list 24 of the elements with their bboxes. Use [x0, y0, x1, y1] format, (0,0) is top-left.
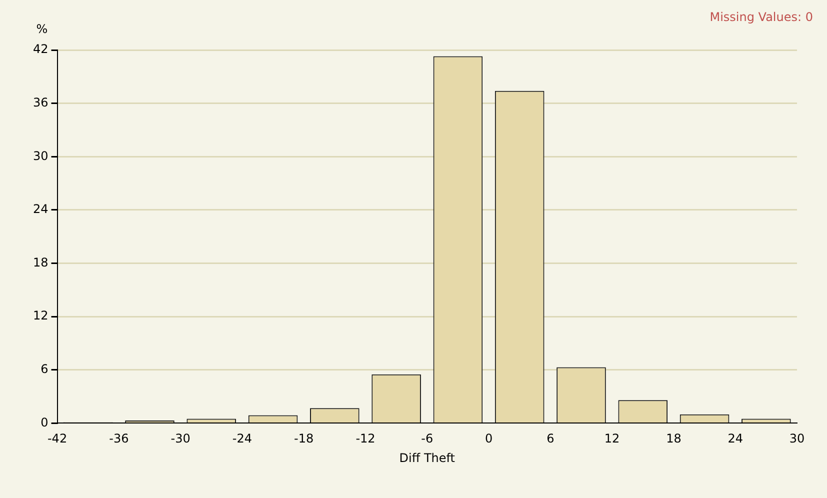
- x-tick-label: 6: [546, 432, 554, 446]
- x-tick-label: 12: [604, 432, 620, 446]
- x-tick-label: -24: [232, 432, 252, 446]
- x-tick-label: -18: [294, 432, 314, 446]
- x-tick-label: 30: [789, 432, 805, 446]
- y-tick-label: 24: [32, 202, 48, 216]
- y-tick-label: 12: [32, 308, 48, 323]
- x-tick-label: 24: [728, 432, 743, 446]
- x-tick-label: 18: [666, 432, 682, 446]
- x-tick-label: 0: [484, 432, 493, 446]
- x-tick-label: -36: [109, 432, 129, 446]
- y-tick-label: 30: [32, 148, 48, 163]
- y-tick-label: 6: [40, 362, 48, 376]
- x-tick-label: -6: [421, 432, 434, 446]
- y-tick-label: 36: [32, 95, 48, 110]
- y-tick-label: 42: [32, 42, 48, 56]
- y-tick-label: 18: [32, 255, 48, 270]
- y-tick-label: 0: [40, 415, 48, 430]
- y-axis-title: %: [36, 22, 48, 36]
- x-tick-label: -30: [170, 432, 190, 446]
- text: Missing Values: 0: [710, 10, 813, 24]
- x-tick-label: -42: [47, 432, 68, 446]
- x-tick-label: -12: [356, 432, 376, 446]
- x-axis-title: Diff Theft: [399, 450, 456, 465]
